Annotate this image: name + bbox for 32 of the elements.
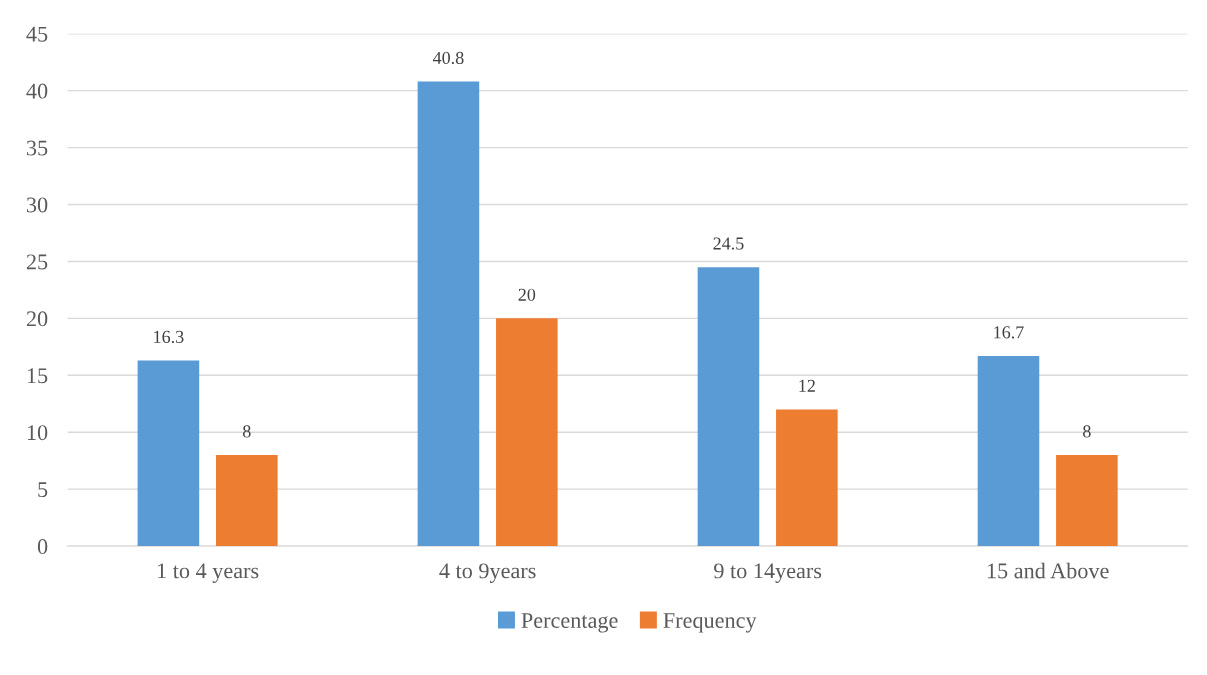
x-tick-label: 4 to 9years xyxy=(439,563,536,583)
bar xyxy=(697,267,760,547)
bar xyxy=(776,409,838,547)
data-label: 12 xyxy=(799,379,815,392)
y-tick-label: 40 xyxy=(26,83,48,99)
bar xyxy=(417,81,480,547)
bar xyxy=(137,360,200,547)
data-label: 16.3 xyxy=(154,330,184,344)
y-tick-label: 0 xyxy=(37,539,48,554)
y-tick-label: 15 xyxy=(27,368,48,384)
data-label: 16.7 xyxy=(994,326,1024,339)
x-tick-label: 9 to 14years xyxy=(714,563,822,583)
bar xyxy=(977,355,1040,547)
data-label: 24.5 xyxy=(713,237,744,250)
data-label: 8 xyxy=(1083,425,1091,438)
x-tick-label: 1 to 4 years xyxy=(158,563,259,583)
legend-label: Percentage xyxy=(521,613,618,633)
legend-label: Frequency xyxy=(663,613,757,633)
data-label: 20 xyxy=(518,288,536,301)
y-tick-label: 5 xyxy=(38,482,48,498)
data-label: 40.8 xyxy=(432,51,464,65)
y-tick-label: 45 xyxy=(26,26,48,42)
y-tick-label: 20 xyxy=(26,311,48,327)
y-tick-label: 35 xyxy=(26,140,48,156)
data-label: 8 xyxy=(242,425,251,438)
bar xyxy=(496,318,558,547)
bar xyxy=(1056,455,1118,547)
x-tick-label: 15 and Above xyxy=(987,562,1109,579)
y-tick-label: 25 xyxy=(26,254,48,270)
bar xyxy=(216,455,278,547)
y-tick-label: 30 xyxy=(26,197,48,213)
y-tick-label: 10 xyxy=(27,425,48,441)
